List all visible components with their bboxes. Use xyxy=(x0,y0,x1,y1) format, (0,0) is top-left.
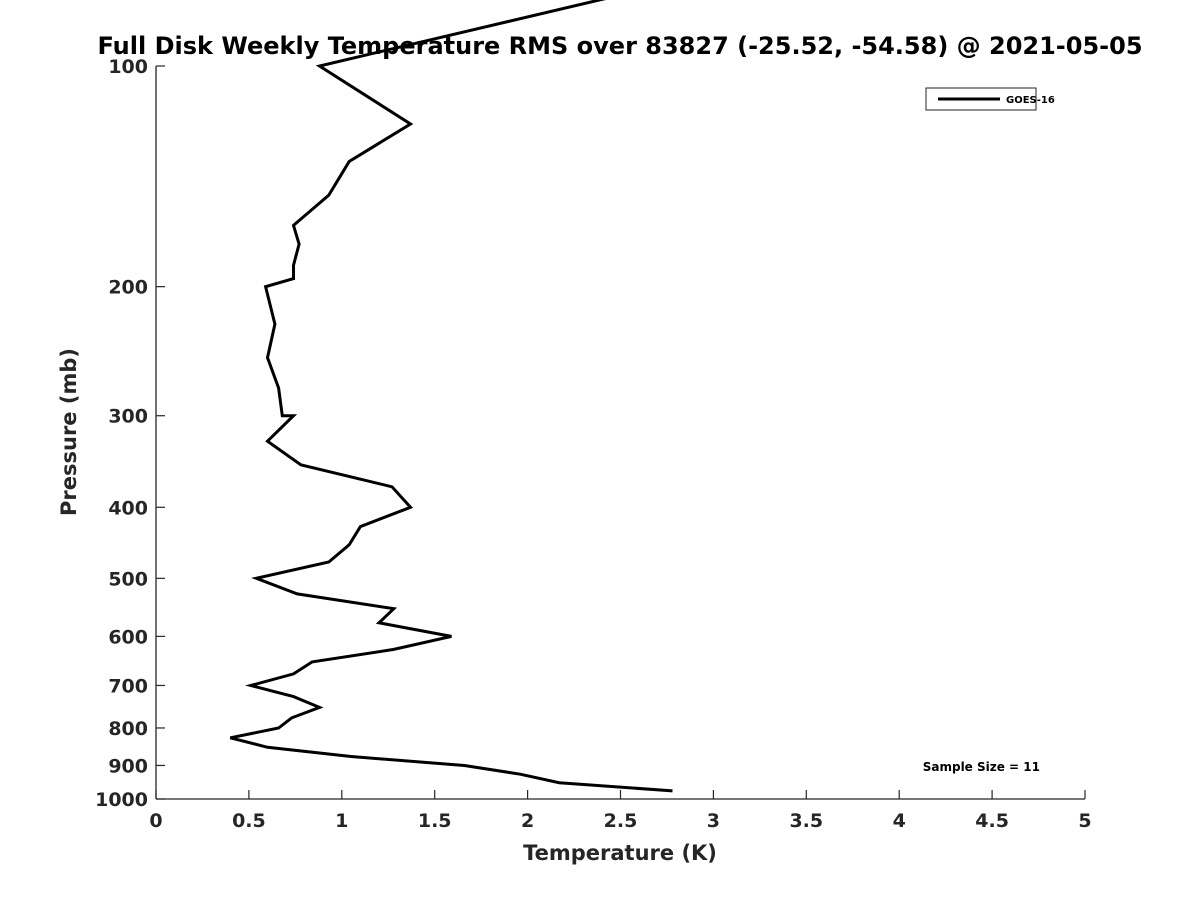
y-tick-label: 300 xyxy=(108,406,148,428)
x-tick-label: 3 xyxy=(707,810,720,832)
x-axis-ticks: 0 0.5 1 1.5 2 2.5 3 3.5 4 4.5 5 xyxy=(149,790,1092,832)
y-tick-label: 400 xyxy=(108,497,148,519)
legend: GOES-16 xyxy=(925,87,1055,111)
sample-size-annotation: Sample Size = 11 xyxy=(923,760,1040,774)
y-axis-label: Pressure (mb) xyxy=(57,348,81,516)
x-tick-label: 2 xyxy=(521,810,534,832)
x-tick-label: 4.5 xyxy=(975,810,1009,832)
series-layer xyxy=(229,0,673,793)
x-tick-label: 4 xyxy=(893,810,906,832)
x-tick-label: 1.5 xyxy=(418,810,452,832)
x-tick-label: 2.5 xyxy=(604,810,638,832)
y-tick-label: 1000 xyxy=(95,789,148,811)
y-tick-label: 700 xyxy=(108,675,148,697)
legend-label: GOES-16 xyxy=(1006,95,1055,106)
y-tick-label: 100 xyxy=(108,56,148,78)
x-tick-label: 0 xyxy=(149,810,162,832)
series-line-goes-16 xyxy=(229,0,673,793)
x-tick-label: 0.5 xyxy=(232,810,266,832)
x-tick-label: 3.5 xyxy=(789,810,823,832)
x-tick-label: 1 xyxy=(335,810,348,832)
y-tick-label: 500 xyxy=(108,568,148,590)
chart-title: Full Disk Weekly Temperature RMS over 83… xyxy=(97,32,1142,60)
x-tick-label: 5 xyxy=(1078,810,1091,832)
y-tick-label: 800 xyxy=(108,718,148,740)
y-tick-label: 200 xyxy=(108,277,148,299)
x-axis-label: Temperature (K) xyxy=(523,841,717,865)
y-tick-label: 600 xyxy=(108,626,148,648)
y-axis-ticks: 100 200 300 400 500 600 700 800 900 1000 xyxy=(95,56,165,811)
y-tick-label: 900 xyxy=(108,755,148,777)
